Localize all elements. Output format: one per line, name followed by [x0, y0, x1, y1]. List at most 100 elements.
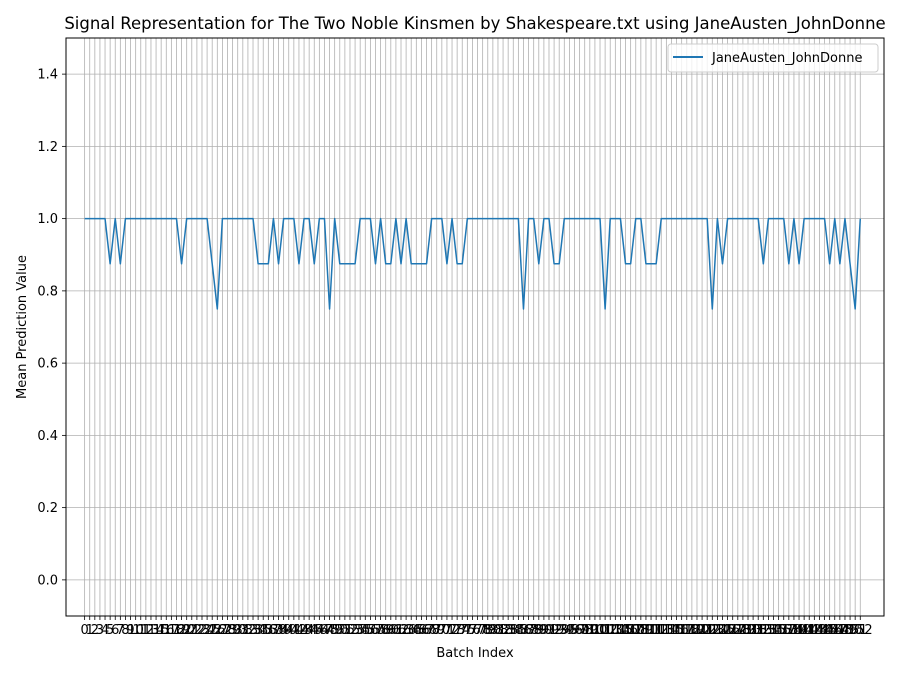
series-line-janeausten-johndonne — [84, 217, 862, 310]
x-tick-label: 40 — [280, 623, 297, 638]
x-tick-label: 61 — [388, 623, 405, 638]
x-tick-label: 147 — [822, 623, 847, 638]
x-tick-label: 35 — [255, 623, 272, 638]
x-tick-label: 29 — [224, 623, 241, 638]
x-tick-label: 67 — [418, 623, 435, 638]
x-tick-label: 64 — [403, 623, 420, 638]
legend-box — [667, 43, 879, 73]
x-tick-label: 48 — [321, 623, 338, 638]
x-tick-label: 121 — [690, 623, 715, 638]
x-tick-label: 151 — [843, 623, 868, 638]
x-tick-label: 65 — [408, 623, 425, 638]
y-axis: 0.0 0.2 0.4 0.6 0.8 1.0 1.2 1.4 — [37, 68, 66, 588]
x-tick-label: 146 — [817, 623, 842, 638]
x-tick-label: 110 — [634, 623, 659, 638]
x-tick-label: 148 — [827, 623, 852, 638]
x-tick-label: 96 — [566, 623, 583, 638]
x-tick-label: 10 — [127, 623, 144, 638]
x-tick-label: 50 — [331, 623, 348, 638]
x-tick-label: 104 — [603, 623, 628, 638]
x-tick-label: 13 — [143, 623, 160, 638]
x-tick-label: 76 — [464, 623, 481, 638]
x-tick-label: 31 — [235, 623, 252, 638]
x-tick-label: 86 — [515, 623, 532, 638]
x-tick-label: 128 — [725, 623, 750, 638]
x-tick-label: 141 — [792, 623, 817, 638]
y-tick-label: 0.8 — [37, 284, 58, 299]
x-tick-label: 109 — [628, 623, 653, 638]
x-tick-label: 132 — [746, 623, 771, 638]
x-tick-label: 108 — [623, 623, 648, 638]
x-tick-label: 60 — [383, 623, 400, 638]
x-tick-label: 145 — [812, 623, 837, 638]
x-tick-label: 14 — [148, 623, 165, 638]
x-tick-label: 94 — [556, 623, 573, 638]
x-tick-label: 92 — [546, 623, 563, 638]
x-tick-label: 45 — [306, 623, 323, 638]
x-tick-label: 19 — [173, 623, 190, 638]
x-tick-label: 71 — [439, 623, 456, 638]
x-tick-label: 118 — [674, 623, 699, 638]
x-tick-label: 43 — [296, 623, 313, 638]
x-tick-label: 6 — [111, 623, 119, 638]
chart-title: Signal Representation for The Two Noble … — [64, 14, 885, 34]
x-tick-label: 37 — [265, 623, 282, 638]
x-tick-label: 88 — [525, 623, 542, 638]
x-tick-label: 91 — [541, 623, 558, 638]
x-tick-label: 0 — [80, 623, 88, 638]
x-tick-label: 129 — [730, 623, 755, 638]
x-tick-label: 140 — [787, 623, 812, 638]
x-tick-label: 9 — [126, 623, 134, 638]
x-tick-label: 23 — [194, 623, 211, 638]
x-tick-label: 130 — [736, 623, 761, 638]
plot-frame — [65, 37, 885, 617]
x-tick-label: 69 — [428, 623, 445, 638]
x-tick-label: 4 — [101, 623, 109, 638]
x-tick-label: 47 — [316, 623, 333, 638]
x-tick-label: 56 — [362, 623, 379, 638]
x-tick-label: 7 — [116, 623, 124, 638]
x-tick-label: 143 — [802, 623, 827, 638]
x-tick-label: 142 — [797, 623, 822, 638]
x-tick-label: 25 — [204, 623, 221, 638]
x-tick-label: 113 — [649, 623, 674, 638]
x-tick-label: 81 — [490, 623, 507, 638]
x-tick-label: 100 — [583, 623, 608, 638]
x-tick-label: 33 — [245, 623, 262, 638]
x-tick-label: 70 — [434, 623, 451, 638]
x-tick-label: 79 — [479, 623, 496, 638]
x-tick-label: 101 — [588, 623, 613, 638]
x-tick-label: 39 — [275, 623, 292, 638]
x-tick-label: 97 — [571, 623, 588, 638]
x-tick-label: 112 — [644, 623, 669, 638]
x-tick-label: 149 — [833, 623, 858, 638]
x-tick-label: 90 — [536, 623, 553, 638]
x-tick-label: 95 — [561, 623, 578, 638]
x-tick-label: 5 — [106, 623, 114, 638]
x-tick-label: 126 — [715, 623, 740, 638]
x-tick-label: 102 — [593, 623, 618, 638]
x-tick-label: 120 — [685, 623, 710, 638]
x-tick-label: 111 — [639, 623, 664, 638]
x-tick-label: 15 — [153, 623, 170, 638]
x-tick-label: 73 — [449, 623, 466, 638]
x-tick-label: 106 — [613, 623, 638, 638]
x-tick-label: 117 — [669, 623, 694, 638]
x-tick-label: 54 — [352, 623, 369, 638]
x-tick-label: 105 — [608, 623, 633, 638]
y-tick-label: 0.6 — [37, 357, 58, 372]
x-tick-label: 57 — [367, 623, 384, 638]
x-tick-label: 115 — [659, 623, 684, 638]
x-tick-label: 136 — [766, 623, 791, 638]
x-tick-label: 72 — [444, 623, 461, 638]
legend-label: JaneAusten_JohnDonne — [711, 51, 862, 66]
x-tick-label: 26 — [209, 623, 226, 638]
x-tick-label: 152 — [848, 623, 873, 638]
x-tick-label: 116 — [664, 623, 689, 638]
x-tick-label: 2 — [91, 623, 99, 638]
x-tick-label: 38 — [270, 623, 287, 638]
y-tick-label: 0.0 — [37, 573, 58, 588]
y-tick-label: 1.2 — [37, 140, 58, 155]
x-tick-label: 80 — [485, 623, 502, 638]
